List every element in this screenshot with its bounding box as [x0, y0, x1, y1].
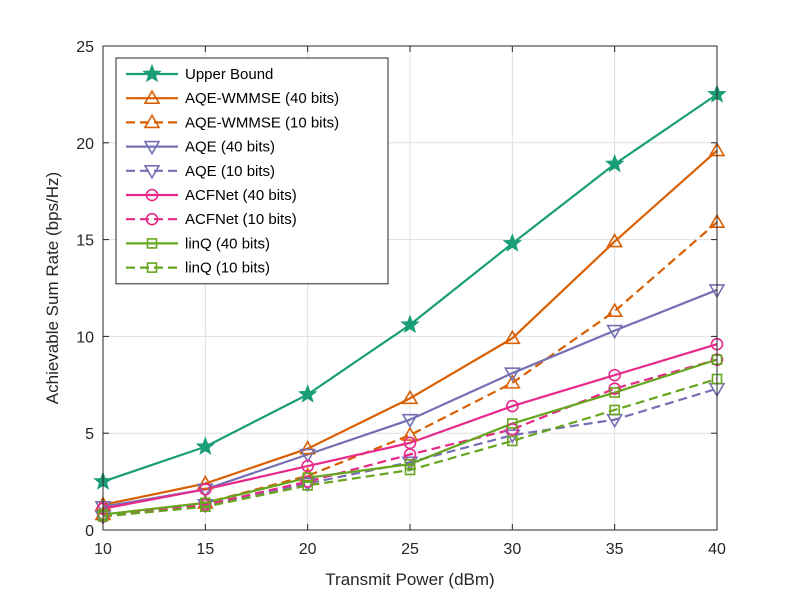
legend-label-1: AQE-WMMSE (40 bits): [185, 90, 339, 107]
data-point-series-3: [299, 448, 317, 464]
data-point-series-3: [503, 367, 521, 382]
y-tick-label: 0: [85, 523, 94, 540]
series-line-5: [102, 343, 718, 510]
legend-marker-2: [143, 113, 161, 129]
legend-marker-6: [145, 212, 159, 226]
data-point-series-4: [299, 477, 317, 493]
x-tick-label: 35: [606, 541, 624, 558]
data-point-series-1: [606, 232, 624, 248]
series-line-6: [102, 358, 718, 518]
axis-ticks: [102, 45, 718, 531]
data-point-series-3: [606, 324, 624, 340]
legend-label-4: AQE (10 bits): [185, 163, 275, 180]
data-point-series-6: [301, 475, 314, 488]
legend-label-5: ACFNet (40 bits): [185, 187, 297, 204]
data-point-series-5: [301, 459, 314, 473]
y-tick-label: 20: [76, 136, 94, 153]
data-point-series-6: [608, 382, 621, 395]
data-point-series-5: [199, 483, 212, 496]
legend-label-8: linQ (10 bits): [185, 260, 270, 277]
data-point-series-6: [199, 498, 212, 512]
legend-label-3: AQE (40 bits): [185, 139, 275, 156]
x-tick-label: 15: [196, 541, 214, 558]
data-point-series-8: [609, 404, 620, 416]
y-tick-label: 25: [76, 39, 94, 56]
legend-label-2: AQE-WMMSE (10 bits): [185, 114, 339, 131]
legend-label-6: ACFNet (10 bits): [185, 211, 297, 228]
legend-label-0: Upper Bound: [185, 66, 273, 83]
data-point-series-3: [401, 413, 419, 429]
data-point-series-7: [404, 458, 416, 470]
x-tick-label: 40: [708, 541, 726, 558]
y-tick-label: 15: [76, 233, 94, 250]
legend-marker-7: [146, 238, 158, 249]
data-point-series-0: [604, 153, 625, 173]
data-point-series-7: [609, 387, 620, 398]
data-point-series-0: [502, 233, 523, 252]
data-point-series-8: [302, 480, 313, 491]
legend: Upper Bound AQE-WMMSE (40 bits) AQE-WMMSE …: [115, 57, 389, 285]
data-point-series-8: [507, 435, 518, 447]
y-tick-label: 5: [85, 426, 94, 443]
x-tick-label: 10: [94, 541, 112, 558]
data-point-series-1: [299, 440, 317, 455]
legend-marker-8: [146, 262, 158, 273]
legend-marker-3: [143, 140, 161, 156]
data-point-series-5: [608, 368, 621, 382]
legend-marker-4: [143, 165, 161, 180]
data-point-series-0: [400, 314, 420, 334]
x-tick-label: 30: [503, 541, 521, 558]
legend-marker-1: [143, 89, 161, 104]
data-point-series-2: [503, 374, 521, 389]
y-axis-label: Achievable Sum Rate (bps/Hz): [43, 172, 62, 404]
x-axis-label: Transmit Power (dBm): [325, 570, 494, 589]
data-point-series-1: [196, 474, 214, 490]
data-point-series-6: [506, 423, 519, 436]
data-point-series-7: [507, 418, 518, 429]
x-tick-label: 25: [401, 541, 419, 558]
data-point-series-1: [503, 329, 521, 345]
data-point-series-8: [404, 464, 416, 476]
data-point-series-5: [506, 399, 519, 413]
x-tick-label: 20: [299, 541, 317, 558]
data-point-series-0: [297, 384, 318, 403]
legend-label-7: linQ (40 bits): [185, 235, 270, 252]
data-point-series-0: [195, 436, 216, 456]
data-point-series-4: [401, 456, 419, 471]
data-point-series-7: [302, 472, 313, 484]
y-tick-label: 10: [76, 329, 94, 346]
data-point-series-2: [606, 302, 624, 318]
legend-marker-0: [142, 63, 162, 83]
data-point-series-8: [200, 501, 211, 513]
tick-labels: 10 15 20 25 30 35 40 0 5 10 15 20 25: [76, 39, 726, 558]
data-point-series-2: [401, 426, 419, 441]
data-point-series-1: [401, 389, 419, 405]
legend-marker-5: [145, 188, 159, 202]
